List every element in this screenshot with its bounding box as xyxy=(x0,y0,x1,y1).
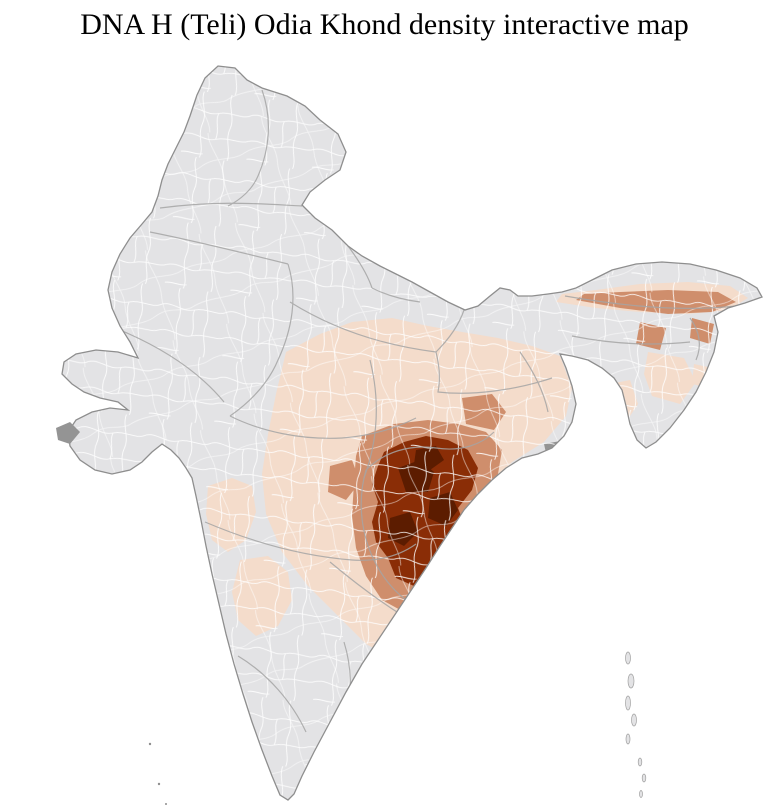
andaman-nicobar-islands[interactable] xyxy=(625,651,647,798)
state-boundaries xyxy=(119,89,737,763)
lakshadweep-islands[interactable] xyxy=(148,742,167,805)
india-outline xyxy=(61,65,763,801)
region-kutch-creek xyxy=(56,422,80,444)
map-title: DNA H (Teli) Odia Khond density interact… xyxy=(80,8,689,41)
